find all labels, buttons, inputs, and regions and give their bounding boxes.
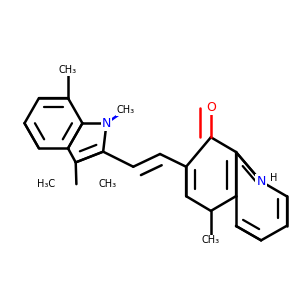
- Text: H₃C: H₃C: [37, 179, 55, 189]
- Text: H: H: [271, 173, 278, 183]
- Text: CH₃: CH₃: [116, 105, 135, 115]
- Text: CH₃: CH₃: [202, 235, 220, 245]
- Text: N: N: [102, 117, 111, 130]
- Text: CH₃: CH₃: [59, 65, 77, 75]
- Text: N: N: [256, 175, 266, 188]
- Text: CH₃: CH₃: [98, 179, 116, 189]
- Text: O: O: [206, 101, 216, 114]
